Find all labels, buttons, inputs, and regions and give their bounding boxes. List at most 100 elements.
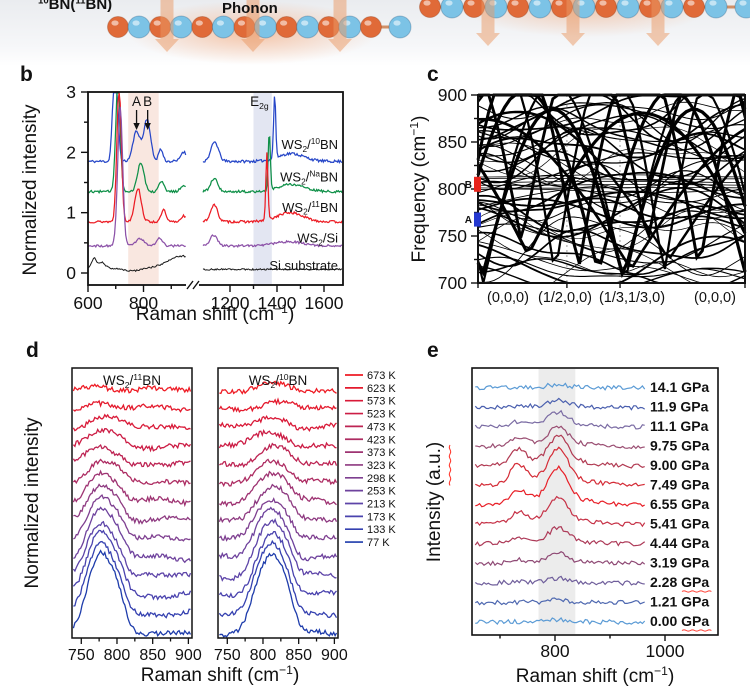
nitrogen-atom (704, 0, 728, 19)
peak-annotation-label: B (143, 94, 152, 109)
x-tick-label: 850 (285, 647, 312, 664)
temperature-spectrum-line (73, 494, 191, 542)
boron-atom (595, 0, 617, 18)
pressure-label: 5.41 GPa (650, 516, 709, 532)
axis-break-mark (186, 280, 194, 290)
legend-label: 253 K (367, 486, 396, 498)
pressure-spectrum-line (474, 397, 646, 411)
axis-ticks (499, 635, 666, 641)
spellcheck-squiggle (448, 444, 452, 486)
panel-c-letter: c (427, 63, 439, 86)
x-tick-label: 900 (175, 647, 202, 664)
legend-label: 623 K (367, 383, 396, 395)
panel-d-temperature-raman-chart: WS2/11BN 750 800 850 900 WS2/10BN 750 800 850 900… (22, 367, 396, 686)
x-tick-label: 1200 (211, 293, 250, 313)
panel-b-letter: b (20, 63, 33, 86)
x-tick-label: 800 (129, 293, 158, 313)
pressure-label: 9.00 GPa (650, 457, 709, 473)
series-label: Si substrate (269, 258, 338, 273)
nitrogen-atom (440, 0, 464, 19)
pressure-spectrum-line (475, 597, 645, 606)
nitrogen-atom (660, 0, 684, 19)
axis-break-mark (192, 280, 200, 290)
highlight-band (253, 93, 272, 284)
nitrogen-atom (169, 15, 193, 39)
x-tick-label: 750 (68, 647, 95, 664)
e-y-axis-label: Intensity (a.u.) (424, 442, 445, 562)
series-label: WS2/Si (297, 231, 338, 248)
temperature-spectrum-line (73, 540, 191, 619)
pressure-label: 14.1 GPa (650, 379, 709, 395)
e-x-axis-label: Raman shift (cm−1) (516, 664, 675, 687)
panel-a-canvas: 10BN(11BN) Phonon (38, 0, 750, 52)
pressure-spectrum-line (474, 525, 646, 547)
y-tick-label: 3 (66, 82, 76, 102)
axis-break-mask (186, 282, 199, 288)
panel-c-phonon-dispersion-chart: 700 750 800 850 900 (0,0,0) (1/2,0,0) (1/3,1/3,… (410, 85, 747, 306)
x-tick-label: 600 (73, 293, 102, 313)
c-y-axis-label: Frequency (cm−1) (410, 116, 430, 263)
legend-label: 673 K (367, 370, 396, 382)
boron-atom (419, 0, 441, 18)
temperature-spectrum-line (218, 530, 337, 599)
temperature-spectrum-line (72, 413, 191, 432)
k-point-label: (1/3,1/3,0) (599, 290, 665, 306)
phonon-arrow-icon (241, 0, 265, 52)
temperature-spectrum-line (72, 458, 191, 487)
y-tick-label: 800 (438, 179, 467, 199)
k-point-label: (1/2,0,0) (538, 290, 592, 306)
series-label: WS2/10BN (282, 136, 339, 154)
nitrogen-atom (734, 0, 750, 19)
x-tick-label: 800 (540, 641, 569, 661)
temperature-spectrum-line (219, 442, 338, 469)
y-tick-label: 2 (66, 142, 76, 162)
panel-e-letter: e (427, 339, 439, 362)
x-tick-label: 900 (321, 647, 348, 664)
raman-spectrum-line (87, 254, 186, 273)
y-tick-label: 700 (438, 273, 467, 293)
pressure-label: 3.19 GPa (650, 555, 709, 571)
pressure-spectrum-line (475, 465, 645, 508)
x-tick-label: 800 (250, 647, 277, 664)
boron-atom (107, 16, 129, 38)
pressure-spectrum-line (475, 382, 646, 391)
temperature-spectrum-line (73, 506, 192, 564)
subpanel-title: WS2/10BN (249, 372, 308, 390)
spellcheck-squiggle (681, 629, 712, 632)
nitrogen-atom (616, 0, 640, 19)
legend-label: 523 K (367, 409, 396, 421)
temperature-spectrum-line (218, 497, 337, 542)
subpanel-title: WS2/11BN (103, 372, 161, 390)
mode-marker-label: A (465, 215, 472, 226)
legend-label: 573 K (367, 396, 396, 408)
mode-marker-label: B (465, 180, 472, 191)
temperature-spectrum-line (218, 539, 338, 619)
temperature-spectrum-line (72, 444, 191, 468)
pressure-label: 9.75 GPa (650, 438, 709, 454)
boron-atom (683, 0, 705, 18)
boron-atom (507, 0, 529, 18)
k-point-label: (0,0,0) (487, 290, 529, 306)
temperature-spectrum-line (219, 470, 337, 508)
e2g-mode-label: E2g (250, 94, 269, 111)
pressure-label: 4.44 GPa (650, 535, 709, 551)
plot-frame (71, 367, 193, 639)
y-tick-label: 900 (438, 85, 467, 105)
pressure-spectrum-line (474, 409, 645, 430)
pressure-spectrum-line (475, 446, 645, 488)
pressure-spectrum-line (474, 434, 645, 469)
legend-label: 423 K (367, 434, 396, 446)
boron-atom (275, 16, 298, 38)
pressure-spectrum-line (474, 551, 646, 567)
nitrogen-atom (211, 15, 235, 39)
pressure-label: 11.1 GPa (650, 418, 709, 434)
y-tick-label: 1 (66, 203, 76, 223)
legend-label: 373 K (367, 447, 396, 459)
nitrogen-atom (388, 15, 412, 39)
temperature-spectrum-line (218, 458, 338, 488)
temperature-spectrum-line (72, 469, 191, 508)
y-tick-label: 850 (438, 132, 467, 152)
nitrogen-atom (254, 15, 278, 39)
temperature-spectrum-line (219, 517, 337, 582)
pressure-label: 6.55 GPa (650, 496, 709, 512)
